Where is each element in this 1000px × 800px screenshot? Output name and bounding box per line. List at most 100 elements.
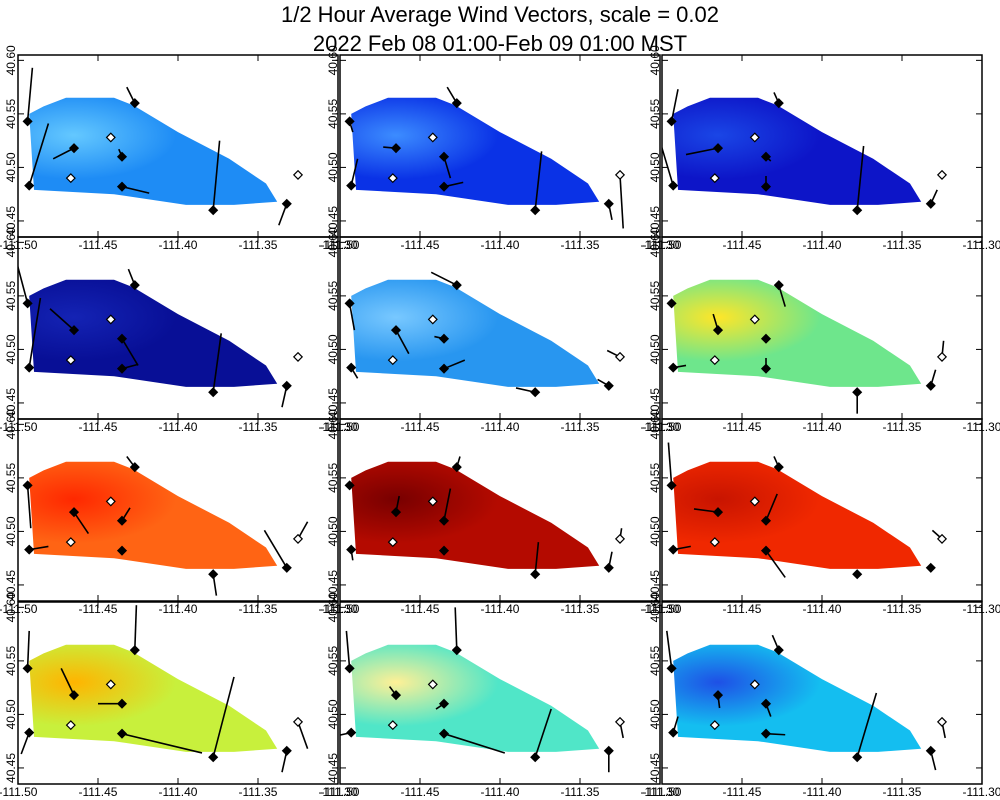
wind-field-region [29,461,278,569]
y-tick-label: 40.45 [4,206,18,236]
x-tick-label: -111.40 [803,238,842,252]
y-tick-label: 40.45 [326,206,340,236]
station-marker [24,544,35,555]
x-tick-label: -111.35 [561,602,600,616]
x-tick-label: -111.40 [481,602,520,616]
wind-vector [26,630,30,669]
x-tick-label: -111.40 [481,238,520,252]
station-marker [760,363,772,374]
x-tick-label: -111.40 [803,602,842,616]
station-marker [116,698,128,709]
wind-vector [534,151,543,211]
station-marker [438,515,450,526]
wind-vector [856,145,865,211]
station-marker [129,462,140,473]
station-marker [24,727,35,738]
wind-vector [26,485,32,529]
station-marker [390,690,402,701]
panel-3: -111.50 -111.45 -111.40 -111.35 -111.3040.45… [643,45,1000,252]
y-tick-label: 40.45 [648,206,662,236]
x-tick-label: -111.35 [883,602,922,616]
station-marker [344,663,355,674]
station-marker [438,181,450,192]
y-tick-label: 40.45 [648,388,662,418]
station-marker [292,533,304,544]
y-tick-label: 40.50 [4,334,18,364]
station-marker [614,533,626,544]
station-marker [760,181,772,192]
wind-field-region [673,279,922,387]
y-tick-label: 40.55 [4,463,18,493]
station-marker [668,727,679,738]
station-marker [427,314,438,325]
wind-vector [454,607,458,651]
y-tick-label: 40.55 [648,646,662,676]
station-marker [925,562,936,573]
y-tick-label: 40.50 [648,152,662,182]
x-tick-label: -111.45 [723,238,762,252]
wind-vector [348,303,356,331]
station-marker [451,462,462,473]
wind-field-region [673,461,922,569]
station-marker [760,545,772,556]
station-marker [24,362,35,373]
wind-field-region [29,644,278,752]
station-marker [760,151,772,162]
station-marker [116,363,128,374]
station-marker [614,351,626,362]
station-marker [668,180,679,191]
station-marker [760,728,772,739]
station-marker [773,645,784,656]
station-marker [749,314,760,325]
y-tick-label: 40.45 [4,570,18,600]
wind-vector [121,185,150,194]
wind-vector [765,550,786,578]
station-marker [666,116,677,127]
y-tick-label: 40.50 [326,699,340,729]
station-marker [749,679,760,690]
y-tick-label: 40.50 [648,699,662,729]
wind-vector [212,140,221,211]
station-marker [936,169,948,180]
station-marker [390,507,402,518]
panel-2: -111.50 -111.45 -111.40 -111.35 -111.3040.45… [321,45,680,252]
x-tick-label: -111.45 [723,602,762,616]
station-marker [116,545,128,556]
station-marker [760,333,772,344]
station-marker [936,533,948,544]
x-tick-label: -111.50 [0,602,38,616]
y-tick-label: 40.55 [4,646,18,676]
wind-vector [685,147,719,156]
station-marker [116,151,128,162]
wind-vector [666,630,673,669]
station-marker [451,645,462,656]
station-marker [387,355,398,366]
station-marker [344,298,355,309]
station-marker [116,728,128,739]
station-marker [105,496,116,507]
panel-4: -111.50 -111.45 -111.40 -111.35 -111.3040.45… [0,227,358,434]
x-tick-label: -111.30 [319,785,358,799]
station-marker [530,387,541,398]
x-tick-label: -111.40 [159,238,198,252]
station-marker [387,720,398,731]
y-tick-label: 40.60 [326,45,340,75]
x-tick-label: -111.45 [79,785,118,799]
station-marker [712,143,724,154]
panel-1: -111.50 -111.45 -111.40 -111.35 -111.3040.45… [0,45,358,252]
wind-vector [73,511,90,534]
x-tick-label: -111.35 [561,238,600,252]
y-tick-label: 40.50 [4,516,18,546]
x-tick-label: -111.45 [401,602,440,616]
station-marker [925,380,936,391]
y-tick-label: 40.60 [326,227,340,257]
y-tick-label: 40.45 [326,388,340,418]
wind-vector [395,329,410,355]
station-marker [208,387,219,398]
y-tick-label: 40.55 [648,463,662,493]
y-tick-label: 40.60 [648,409,662,439]
station-marker [709,537,720,548]
station-marker [344,480,355,491]
y-tick-label: 40.45 [326,570,340,600]
